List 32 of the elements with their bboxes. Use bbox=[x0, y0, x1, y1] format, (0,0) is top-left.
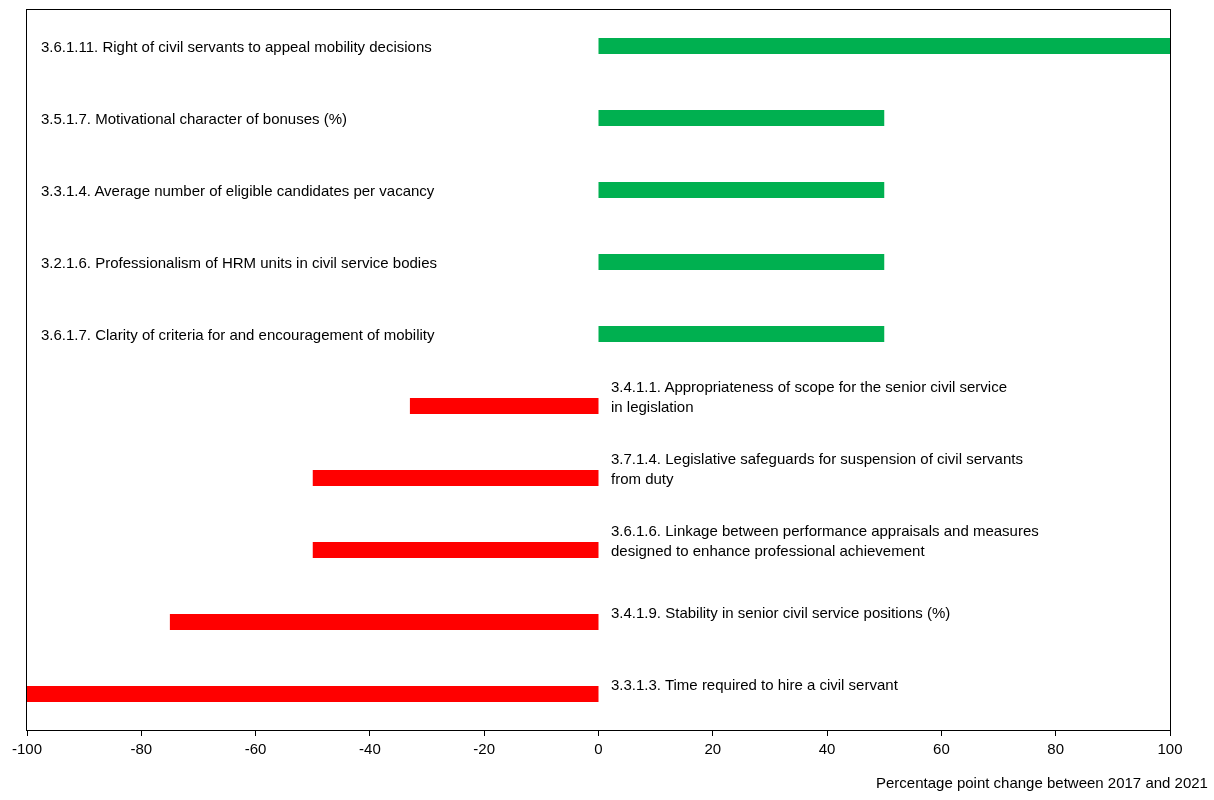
y-tick-label: 3.4.1.1. Appropriateness of scope for the senior civil service in legislation bbox=[611, 378, 1008, 415]
x-tick-label: 60 bbox=[933, 740, 950, 757]
bar bbox=[598, 38, 1170, 54]
bar bbox=[409, 398, 599, 414]
y-tick-label: 3.6.1.6. Linkage between performance appraisals and measures designed to enhance professional achievement bbox=[611, 522, 1039, 559]
bar bbox=[169, 614, 599, 630]
y-tick-label: 3.7.1.4. Legislative safeguards for suspension of civil servants from duty bbox=[611, 450, 1023, 487]
y-tick-label: 3.2.1.6. Professionalism of HRM units in civil service bodies bbox=[41, 254, 437, 271]
bar bbox=[27, 686, 599, 702]
x-tick-label: 20 bbox=[704, 740, 722, 757]
x-tick-label: 80 bbox=[1047, 740, 1065, 757]
y-tick-label: 3.6.1.7. Clarity of criteria for and encouragement of mobility bbox=[41, 326, 436, 343]
x-tick-label: 0 bbox=[594, 740, 603, 757]
bar bbox=[312, 542, 599, 558]
bar bbox=[598, 326, 885, 342]
y-tick-label: 3.4.1.9. Stability in senior civil service positions (%) bbox=[611, 604, 951, 621]
y-tick-label: 3.5.1.7. Motivational character of bonuses (%) bbox=[41, 110, 347, 127]
x-tick-label: -20 bbox=[473, 740, 496, 757]
bar bbox=[598, 254, 885, 270]
y-tick-label: 3.3.1.4. Average number of eligible candidates per vacancy bbox=[41, 182, 435, 199]
x-axis-title: Percentage point change between 2017 and 2021 bbox=[876, 774, 1208, 791]
x-tick-label: -60 bbox=[244, 740, 267, 757]
x-tick-label: 100 bbox=[1157, 740, 1183, 757]
x-tick-label: -80 bbox=[130, 740, 153, 757]
x-tick-label: -40 bbox=[359, 740, 381, 757]
bar bbox=[598, 182, 885, 198]
x-tick-label: 40 bbox=[818, 740, 836, 757]
x-tick-label: -100 bbox=[11, 740, 43, 757]
bar bbox=[312, 470, 599, 486]
y-tick-label: 3.6.1.11. Right of civil servants to appeal mobility decisions bbox=[41, 38, 432, 55]
y-tick-label: 3.3.1.3. Time required to hire a civil servant bbox=[611, 676, 899, 693]
bar bbox=[598, 110, 885, 126]
